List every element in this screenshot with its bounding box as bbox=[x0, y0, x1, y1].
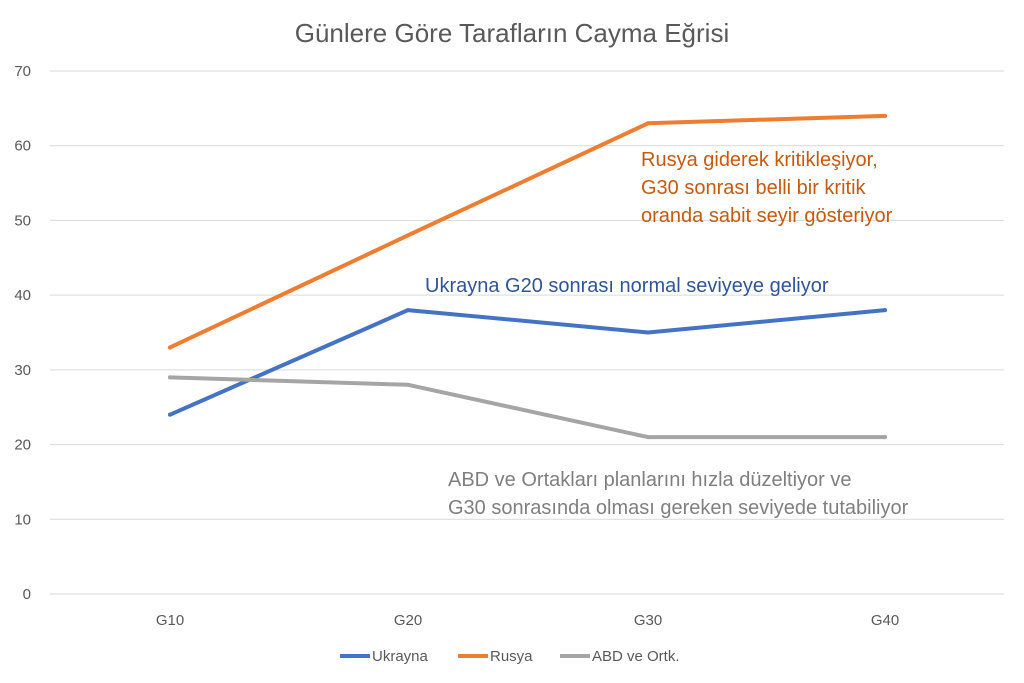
data-point bbox=[646, 435, 650, 440]
y-tick-label: 60 bbox=[14, 138, 31, 155]
y-tick-label: 10 bbox=[14, 511, 31, 528]
annotation-text: oranda sabit seyir gösteriyor bbox=[641, 205, 893, 227]
x-tick-label: G40 bbox=[871, 612, 899, 629]
x-tick-label: G10 bbox=[156, 612, 184, 629]
data-point bbox=[883, 435, 887, 440]
annotation-text: Rusya giderek kritikleşiyor, bbox=[641, 149, 878, 171]
legend-label: Ukrayna bbox=[372, 648, 429, 665]
series-lines bbox=[168, 113, 887, 440]
data-point bbox=[646, 121, 650, 126]
gridlines bbox=[50, 70, 1004, 595]
data-point bbox=[406, 308, 410, 313]
data-point bbox=[168, 375, 172, 380]
annotation-text: Ukrayna G20 sonrası normal seviyeye geli… bbox=[425, 275, 829, 297]
x-tick-label: G20 bbox=[394, 612, 422, 629]
y-tick-label: 40 bbox=[14, 287, 31, 304]
chart-title: Günlere Göre Tarafların Cayma Eğrisi bbox=[295, 18, 729, 48]
legend-label: ABD ve Ortk. bbox=[592, 648, 680, 665]
y-tick-label: 0 bbox=[23, 586, 31, 603]
y-tick-label: 70 bbox=[14, 63, 31, 80]
data-point bbox=[406, 382, 410, 387]
y-tick-label: 20 bbox=[14, 437, 31, 454]
series-line-abd-ve-ortk bbox=[168, 375, 887, 440]
annotation-text: ABD ve Ortakları planlarını hızla düzelt… bbox=[448, 469, 852, 491]
data-point bbox=[406, 233, 410, 238]
annotation-text: G30 sonrasında olması gereken seviyede t… bbox=[448, 497, 909, 519]
data-point bbox=[168, 412, 172, 417]
y-axis-ticks: 0 10 20 30 40 50 60 70 bbox=[14, 63, 31, 603]
x-axis-ticks: G10 G20 G30 G40 bbox=[156, 612, 899, 629]
legend: Ukrayna Rusya ABD ve Ortk. bbox=[340, 648, 680, 665]
data-point bbox=[168, 345, 172, 350]
annotation-text: G30 sonrası belli bir kritik bbox=[641, 177, 867, 199]
data-point bbox=[883, 308, 887, 313]
data-point bbox=[646, 330, 650, 335]
annotations: Rusya giderek kritikleşiyor, G30 sonrası … bbox=[425, 149, 909, 519]
data-point bbox=[883, 113, 887, 118]
series-line-ukrayna bbox=[168, 308, 887, 417]
series-line-rusya bbox=[168, 113, 887, 350]
x-tick-label: G30 bbox=[634, 612, 662, 629]
y-tick-label: 30 bbox=[14, 362, 31, 379]
legend-label: Rusya bbox=[490, 648, 533, 665]
y-tick-label: 50 bbox=[14, 212, 31, 229]
